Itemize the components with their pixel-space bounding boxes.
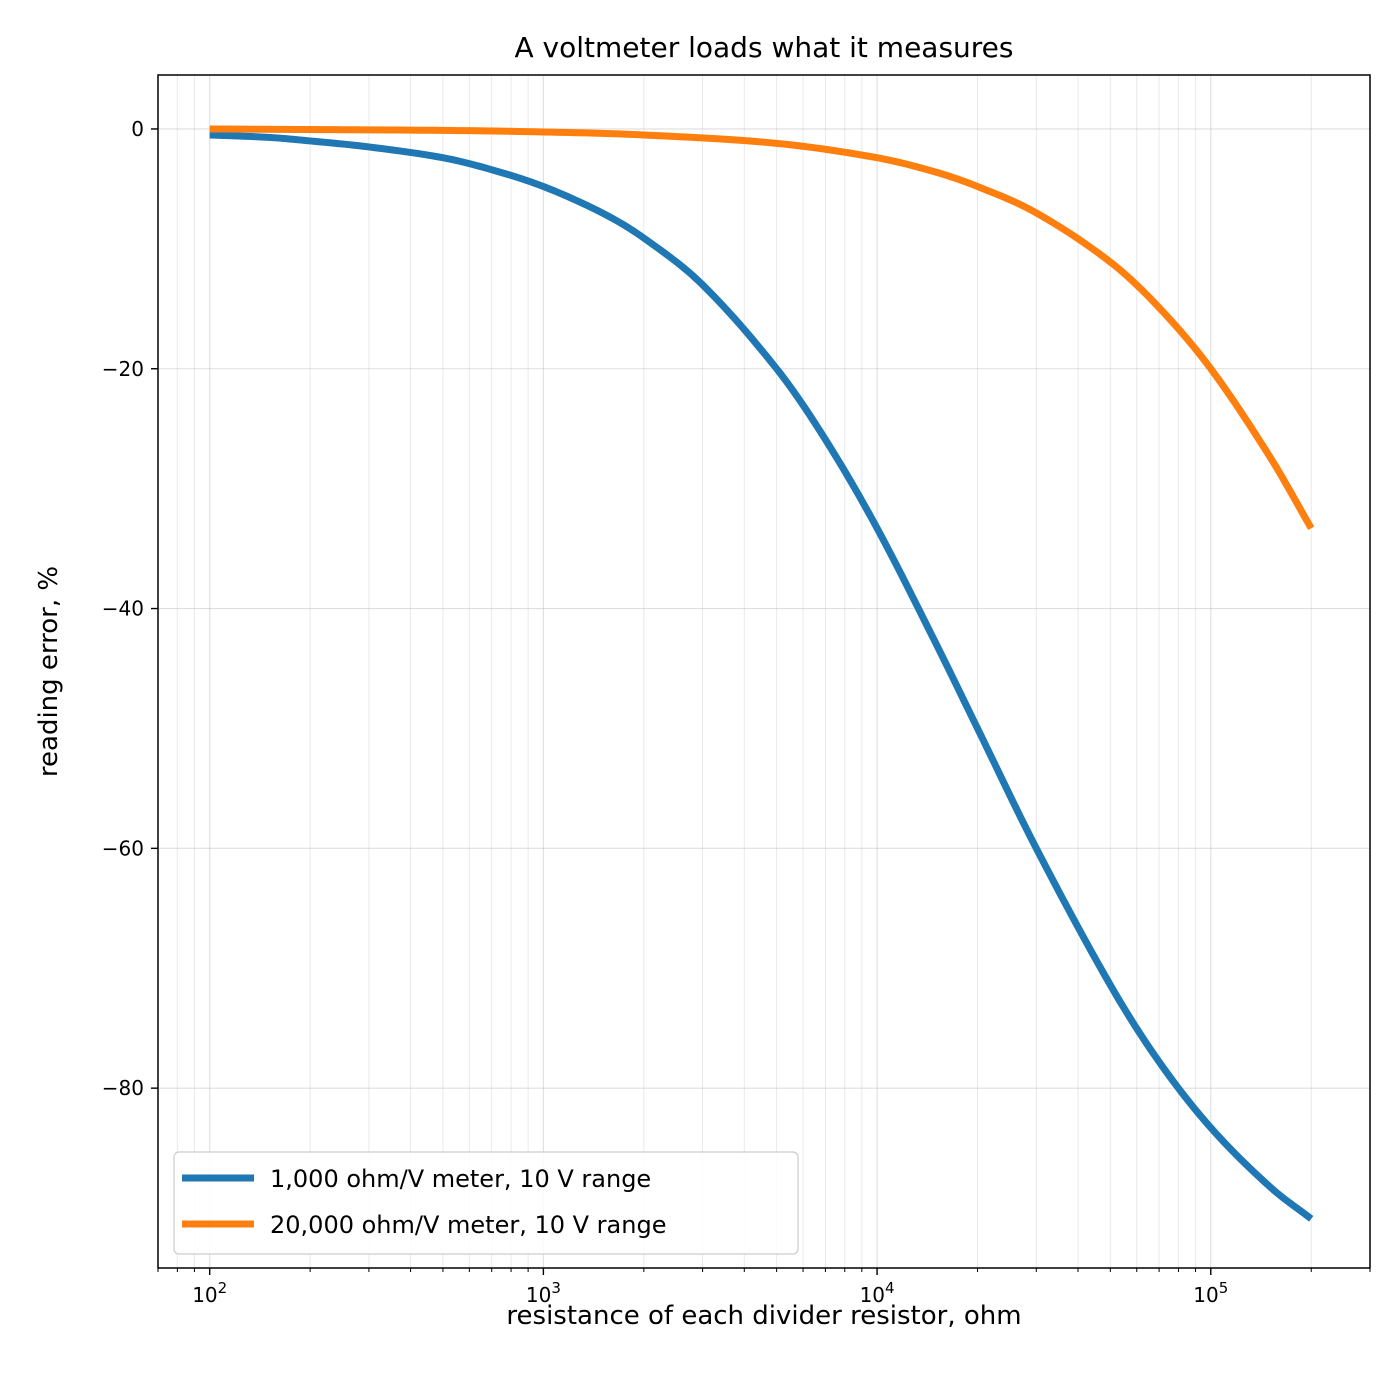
legend-box [173,1151,799,1255]
series-line-20000-ohm-per-volt [209,125,1315,530]
y-tick-label: −80 [102,1076,144,1100]
legend: 1,000 ohm/V meter, 10 V range 20,000 ohm… [173,1151,799,1255]
x-tick-label: 103 [526,1279,561,1307]
legend-label-1000-ohm-per-volt: 1,000 ohm/V meter, 10 V range [270,1165,651,1193]
legend-label-20000-ohm-per-volt: 20,000 ohm/V meter, 10 V range [270,1211,666,1239]
series-line-1000-ohm-per-volt [209,131,1314,1222]
y-tick-label: 0 [131,117,144,141]
chart-title: A voltmeter loads what it measures [514,31,1013,64]
y-tick-label: −60 [102,836,144,860]
x-tick-label: 102 [192,1279,227,1307]
grid [157,75,1371,1268]
plot-lines [209,125,1315,1222]
x-tick-label: 105 [1193,1279,1228,1307]
y-tick-label: −40 [102,597,144,621]
y-tick-label: −20 [102,357,144,381]
axis-ticks: 0 −20 −40 −60 −80 102 103 104 105 [102,117,1371,1307]
x-axis-label: resistance of each divider resistor, ohm [506,1301,1021,1331]
y-axis-label: reading error, % [34,566,64,777]
plot-frame [157,74,1371,1269]
x-tick-label: 104 [860,1279,895,1307]
